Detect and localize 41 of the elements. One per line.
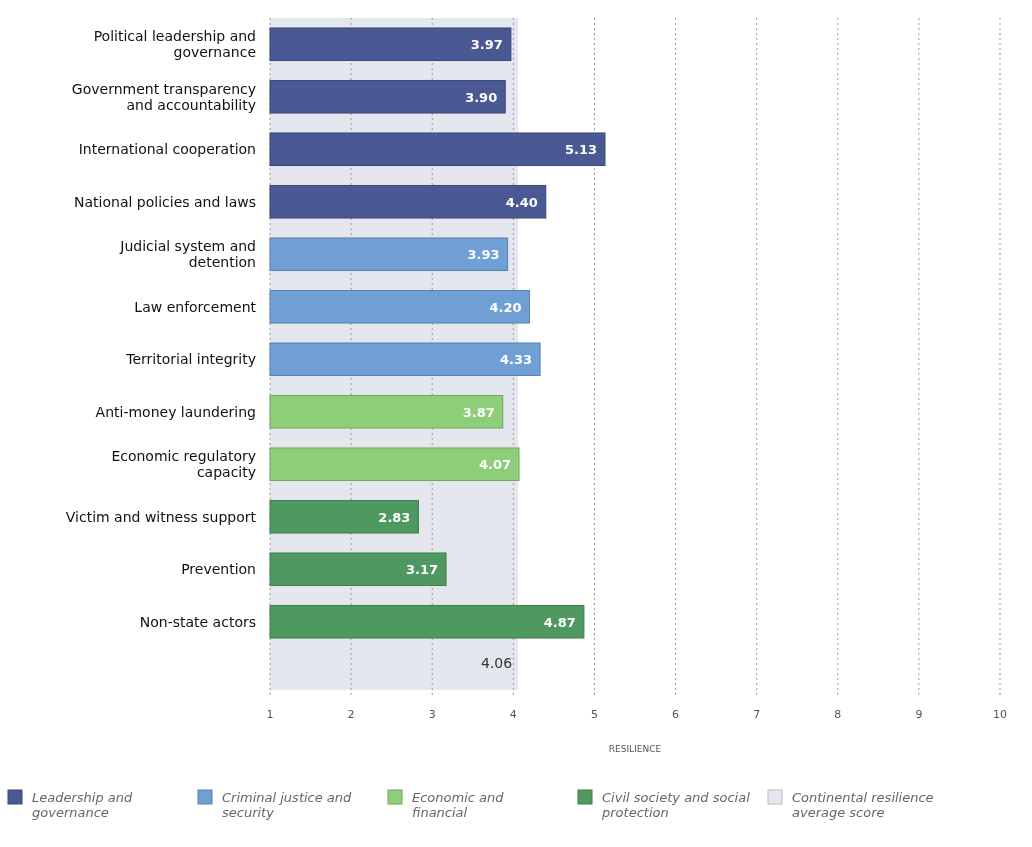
data-label: 4.87 (543, 614, 576, 630)
y-tick-label: Political leadership and governance (93, 28, 256, 61)
y-tick-label: Anti-money laundering (95, 403, 256, 420)
data-label: 2.83 (378, 509, 411, 525)
data-label: 5.13 (564, 142, 597, 158)
x-tick-label: 1 (266, 708, 274, 721)
legend-label: Leadership and governance (32, 790, 134, 820)
x-tick-label: 10 (993, 708, 1007, 721)
data-label: 4.07 (478, 457, 512, 473)
y-tick-label: National policies and laws (74, 193, 256, 210)
y-tick-label: Non-state actors (139, 613, 256, 630)
y-tick-label: Victim and witness support (65, 508, 257, 525)
annotation: 4.06 (481, 655, 513, 671)
y-tick-label: Prevention (181, 561, 256, 578)
data-label: 3.93 (467, 247, 500, 263)
x-tick-label: 4 (509, 708, 517, 721)
x-tick-label: 9 (915, 708, 923, 721)
data-label: 4.40 (505, 194, 538, 210)
legend-label: Criminal justice and security (222, 790, 353, 820)
x-tick-label: 6 (672, 708, 680, 721)
data-label: 3.17 (405, 562, 439, 578)
x-tick-label: 8 (834, 708, 842, 721)
y-tick-label: Government transparency and accountability (71, 80, 256, 113)
data-label: 3.87 (462, 404, 495, 420)
legend-label: Continental resilience average score (792, 790, 934, 820)
x-tick-label: 7 (753, 708, 761, 721)
y-tick-label: Economic regulatory capacity (111, 448, 256, 481)
legend-label: Civil society and social protection (601, 790, 751, 820)
x-tick-label: 5 (590, 708, 598, 721)
y-tick-label: International cooperation (78, 141, 256, 158)
data-label: 3.90 (465, 89, 498, 105)
x-axis-title: RESILIENCE (608, 744, 662, 754)
data-label: 4.33 (500, 352, 533, 368)
x-tick-label: 3 (428, 708, 436, 721)
data-label: 3.97 (470, 37, 503, 53)
y-tick-label: Territorial integrity (125, 351, 256, 368)
data-label: 4.20 (489, 299, 522, 315)
y-tick-label: Law enforcement (134, 298, 257, 315)
y-tick-label: Judicial system and detention (119, 238, 256, 271)
x-tick-label: 2 (347, 708, 355, 721)
legend-label: Economic and financial (412, 790, 505, 820)
